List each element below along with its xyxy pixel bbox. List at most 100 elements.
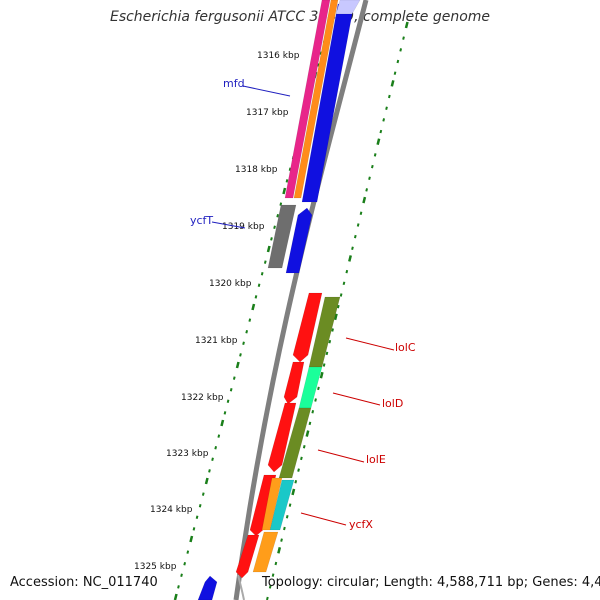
- inner-ruler-tick: [242, 341, 245, 346]
- gene-arrow-red-5: [235, 534, 260, 579]
- inner-ruler-tick: [316, 63, 320, 67]
- outer-ruler-tick: [319, 371, 324, 379]
- genome-backbone: [233, 0, 369, 600]
- inner-ruler-tick: [183, 561, 187, 566]
- outer-ruler-tick: [351, 246, 354, 251]
- outer-ruler-tick: [390, 80, 395, 87]
- gene-bar-ycfX: [269, 479, 295, 531]
- inner-ruler-tick: [254, 295, 258, 299]
- gene-arrow-red-2: [283, 361, 305, 405]
- inner-ruler-tick: [189, 535, 194, 543]
- inner-ruler-tick: [180, 573, 183, 578]
- outer-ruler-tick: [317, 386, 320, 391]
- gene-features-group: [197, 0, 361, 600]
- gene-label: ycfT: [190, 214, 213, 227]
- outer-ruler-tick: [300, 456, 303, 461]
- outer-ruler-tick: [399, 48, 403, 52]
- inner-ruler-tick: [251, 303, 256, 311]
- outer-ruler-tick: [379, 129, 383, 134]
- inner-ruler-tick: [186, 550, 190, 554]
- inner-ruler-tick: [226, 399, 230, 404]
- accession-text: Accession: NC_011740: [10, 575, 158, 590]
- outer-ruler-tick: [277, 547, 282, 554]
- gene-label-leader: [300, 512, 347, 526]
- tick-label: 1323 kbp: [166, 449, 209, 459]
- outer-ruler-tick: [283, 526, 286, 531]
- outer-ruler-tick: [385, 106, 388, 110]
- gene-arrow-red-1: [292, 292, 323, 363]
- map-title: Escherichia fergusonii ATCC 35469, compl…: [109, 9, 491, 25]
- inner-ruler-tick: [232, 376, 236, 380]
- tick-label: 1318 kbp: [235, 165, 278, 175]
- outer-ruler-tick: [339, 293, 343, 297]
- inner-ruler-tick: [223, 411, 227, 415]
- tick-label: 1325 kbp: [134, 562, 177, 572]
- outer-ruler-tick: [345, 269, 349, 274]
- gene-bar-lolE: [278, 407, 312, 479]
- gene-label: ycfX: [349, 518, 373, 531]
- outer-ruler-tick: [325, 351, 329, 356]
- gene-arrow-red-3: [267, 402, 297, 473]
- inner-ruler-tick: [285, 179, 289, 183]
- inner-ruler-tick: [235, 361, 240, 369]
- gene-bar-orange-3: [252, 531, 279, 573]
- inner-ruler-tick: [260, 271, 264, 276]
- gene-arrow-red-4: [249, 474, 277, 537]
- outer-ruler-tick: [322, 363, 326, 367]
- inner-ruler-tick: [273, 225, 276, 230]
- tick-labels-group: 1316 kbp 1317 kbp 1318 kbp 1319 kbp 1320 kbp…: [134, 51, 300, 572]
- outer-ruler-tick: [370, 164, 374, 169]
- gene-arrow-blue-bottom: [197, 575, 218, 600]
- outer-ruler-tick: [280, 538, 283, 542]
- inner-ruler-tick: [177, 585, 180, 589]
- outer-ruler-tick: [393, 71, 397, 75]
- gene-label-leader: [242, 85, 291, 97]
- gene-label-leader: [345, 337, 395, 351]
- gene-arrow-blue: [285, 207, 313, 274]
- gene-bar-lavender: [335, 0, 361, 15]
- outer-ruler-tick: [305, 430, 310, 437]
- outer-ruler-tick: [376, 138, 381, 146]
- inner-ruler-tick: [266, 245, 271, 253]
- outer-ruler-tick: [336, 304, 340, 309]
- gene-labels-group: mfd ycfT lolC lolD lolE ycfX: [190, 77, 416, 531]
- inner-ruler-tick: [279, 202, 283, 206]
- outer-ruler-tick: [365, 188, 369, 192]
- outer-ruler-tick: [404, 21, 409, 29]
- inner-ruler-tick: [192, 527, 196, 531]
- outer-ruler-tick: [356, 223, 360, 227]
- outer-ruler-tick: [353, 234, 357, 239]
- tick-label: 1316 kbp: [257, 51, 300, 61]
- outer-ruler-tick: [359, 211, 363, 216]
- inner-ruler-tick: [214, 445, 218, 450]
- outer-ruler-tick: [268, 585, 272, 589]
- outer-ruler-tick: [331, 328, 334, 332]
- outer-ruler-tick: [373, 153, 377, 157]
- outer-ruler-tick: [274, 561, 278, 566]
- tick-label: 1321 kbp: [195, 336, 238, 346]
- outer-ruler-tick: [333, 313, 338, 321]
- inner-ruler-tick: [288, 167, 292, 172]
- outer-ruler-tick: [294, 480, 298, 484]
- gene-label: lolD: [382, 397, 403, 410]
- inner-ruler-tick: [201, 492, 205, 496]
- genome-summary-text: Topology: circular; Length: 4,588,711 bp…: [262, 575, 600, 590]
- gene-label-leader: [332, 392, 381, 406]
- gene-label: mfd: [223, 77, 245, 90]
- outer-ruler-tick: [382, 118, 386, 122]
- outer-ruler-tick: [402, 36, 405, 40]
- inner-ruler-tick: [195, 515, 199, 520]
- inner-ruler-tick: [245, 329, 249, 334]
- tick-label: 1320 kbp: [209, 279, 252, 289]
- inner-ruler-tick: [276, 213, 280, 218]
- tick-label: 1317 kbp: [246, 108, 289, 118]
- gene-bar-orange-2: [261, 477, 283, 531]
- tick-label: 1324 kbp: [150, 505, 193, 515]
- inner-ruler-tick: [270, 237, 273, 241]
- inner-ruler-tick: [239, 353, 242, 357]
- outer-ruler-tick: [271, 573, 275, 577]
- outer-ruler-tick: [328, 339, 332, 344]
- inner-ruler-tick: [211, 457, 214, 462]
